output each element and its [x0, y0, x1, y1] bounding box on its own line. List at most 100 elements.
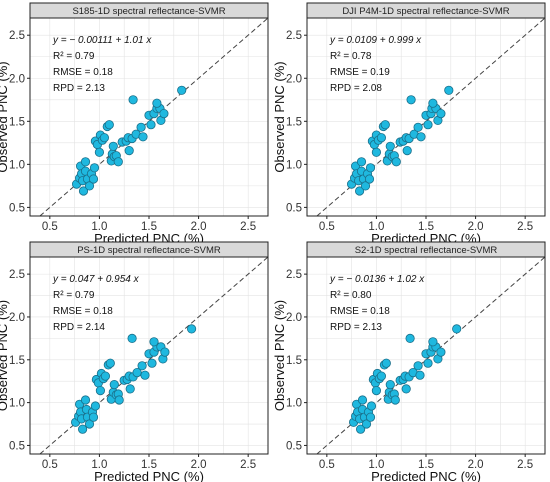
chart-panel: S185-1D spectral reflectance-SVMR y = − 0… — [0, 2, 269, 246]
x-tick-label: 2.0 — [191, 459, 207, 471]
data-points — [72, 85, 187, 196]
annotation-rmse: RMSE = 0.18 — [330, 306, 390, 317]
x-tick-label: 1.5 — [141, 459, 157, 471]
y-tick-label: 0.5 — [286, 440, 302, 452]
x-tick-label: 1.0 — [91, 459, 107, 471]
data-point — [149, 337, 159, 347]
data-point — [364, 174, 375, 184]
annotation-rmse: RMSE = 0.18 — [53, 67, 113, 78]
data-point — [436, 109, 446, 119]
annotation-r2: R² = 0.80 — [330, 290, 372, 301]
data-point — [413, 122, 423, 132]
data-points — [346, 85, 454, 196]
data-point — [140, 370, 150, 380]
data-point — [390, 395, 400, 405]
y-tick-label: 1.5 — [9, 116, 25, 128]
data-point — [354, 186, 365, 196]
panel-title: PS-1D spectral reflectance-SVMR — [77, 245, 221, 256]
data-point — [137, 361, 147, 371]
y-tick-label: 1.5 — [9, 355, 25, 367]
y-tick-label: 2.5 — [286, 269, 302, 281]
data-point — [380, 120, 390, 130]
data-point — [159, 109, 169, 119]
data-point — [127, 333, 137, 343]
data-point — [80, 395, 91, 405]
y-tick-label: 1.5 — [286, 116, 302, 128]
data-point — [95, 385, 106, 396]
annotation-equation: y = 0.047 + 0.954 x — [52, 274, 140, 285]
y-axis-title: Observed PNC (%) — [272, 61, 287, 172]
data-point — [146, 120, 156, 130]
annotation-r2: R² = 0.79 — [53, 51, 95, 62]
title-strip — [29, 2, 269, 19]
x-tick-label: 2.0 — [468, 221, 484, 233]
y-tick-label: 1.0 — [9, 398, 25, 410]
data-points — [348, 324, 462, 434]
y-tick-label: 2.5 — [9, 30, 25, 42]
data-point — [436, 347, 446, 357]
data-point — [401, 384, 411, 394]
y-tick-label: 2.0 — [9, 73, 25, 85]
chart-panel: DJI P4M-1D spectral reflectance-SVMR y = … — [272, 2, 546, 246]
data-point — [376, 371, 386, 381]
grid — [307, 257, 545, 454]
y-axis-title: Observed PNC (%) — [272, 300, 287, 411]
y-tick-label: 1.0 — [286, 398, 302, 410]
data-point — [177, 85, 187, 95]
data-point — [152, 98, 162, 108]
panel-title: S2-1D spectral reflectance-SVMR — [355, 245, 498, 256]
x-tick-label: 0.5 — [319, 221, 335, 233]
data-point — [365, 412, 376, 422]
data-point — [357, 395, 368, 405]
y-tick-label: 0.5 — [9, 440, 25, 452]
x-tick-label: 0.5 — [319, 459, 335, 471]
chart-panel: PS-1D spectral reflectance-SVMR y = 0.047… — [0, 241, 269, 482]
data-point — [415, 370, 425, 380]
data-point — [160, 347, 170, 357]
x-tick-label: 0.5 — [42, 459, 58, 471]
chart-panel: S2-1D spectral reflectance-SVMR y = − 0.0… — [272, 241, 546, 482]
data-point — [385, 379, 395, 390]
data-point — [444, 85, 454, 95]
data-point — [355, 424, 366, 434]
data-point — [452, 324, 462, 334]
data-point — [405, 333, 415, 343]
data-point — [187, 324, 197, 334]
data-point — [99, 133, 110, 143]
x-tick-label: 0.5 — [42, 221, 58, 233]
x-axis-title: Predicted PNC (%) — [371, 469, 481, 482]
x-tick-label: 1.0 — [368, 459, 384, 471]
data-point — [113, 157, 123, 167]
data-point — [366, 401, 377, 411]
data-point — [391, 157, 401, 167]
y-tick-label: 1.5 — [286, 355, 302, 367]
data-points — [71, 324, 197, 434]
annotation-rpd: RPD = 2.14 — [53, 322, 105, 333]
y-axis-title: Observed PNC (%) — [0, 300, 10, 411]
x-tick-label: 2.0 — [191, 221, 207, 233]
x-tick-label: 1.0 — [91, 221, 107, 233]
data-point — [376, 133, 386, 143]
annotation-rpd: RPD = 2.13 — [53, 83, 105, 94]
title-strip — [29, 241, 269, 258]
x-tick-label: 1.5 — [418, 221, 434, 233]
data-point — [128, 95, 138, 105]
data-point — [361, 419, 372, 429]
data-point — [138, 132, 148, 142]
data-point — [94, 147, 105, 157]
data-point — [84, 181, 95, 191]
data-point — [89, 163, 100, 173]
annotation-equation: y = 0.0109 + 0.999 x — [329, 35, 422, 46]
y-tick-label: 2.5 — [286, 30, 302, 42]
data-point — [114, 395, 124, 405]
panel-title: S185-1D spectral reflectance-SVMR — [72, 6, 225, 17]
data-point — [104, 120, 114, 130]
y-tick-label: 2.0 — [286, 73, 302, 85]
data-point — [80, 157, 91, 167]
y-tick-label: 2.0 — [286, 312, 302, 324]
data-point — [428, 337, 438, 347]
panel-title: DJI P4M-1D spectral reflectance-SVMR — [342, 6, 509, 17]
data-point — [78, 424, 88, 434]
data-point — [371, 147, 381, 157]
